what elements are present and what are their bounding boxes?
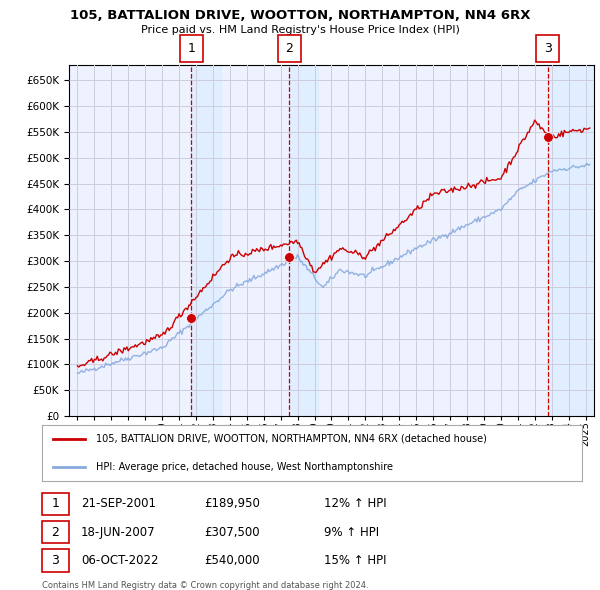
Text: 1: 1 <box>52 497 59 510</box>
Text: 105, BATTALION DRIVE, WOOTTON, NORTHAMPTON, NN4 6RX (detached house): 105, BATTALION DRIVE, WOOTTON, NORTHAMPT… <box>96 434 487 444</box>
Text: £307,500: £307,500 <box>204 526 260 539</box>
Bar <box>289 65 318 416</box>
Text: 15% ↑ HPI: 15% ↑ HPI <box>324 554 386 567</box>
Text: HPI: Average price, detached house, West Northamptonshire: HPI: Average price, detached house, West… <box>96 462 393 472</box>
Text: 1: 1 <box>188 42 196 55</box>
Text: £189,950: £189,950 <box>204 497 260 510</box>
Text: 21-SEP-2001: 21-SEP-2001 <box>81 497 156 510</box>
Text: £540,000: £540,000 <box>204 554 260 567</box>
Text: Contains HM Land Registry data © Crown copyright and database right 2024.: Contains HM Land Registry data © Crown c… <box>42 581 368 589</box>
Text: 3: 3 <box>544 42 551 55</box>
Bar <box>191 65 221 416</box>
Text: 06-OCT-2022: 06-OCT-2022 <box>81 554 158 567</box>
Text: 2: 2 <box>285 42 293 55</box>
Text: Price paid vs. HM Land Registry's House Price Index (HPI): Price paid vs. HM Land Registry's House … <box>140 25 460 35</box>
Text: 105, BATTALION DRIVE, WOOTTON, NORTHAMPTON, NN4 6RX: 105, BATTALION DRIVE, WOOTTON, NORTHAMPT… <box>70 9 530 22</box>
Bar <box>548 65 594 416</box>
Text: 12% ↑ HPI: 12% ↑ HPI <box>324 497 386 510</box>
Text: 18-JUN-2007: 18-JUN-2007 <box>81 526 155 539</box>
Text: 2: 2 <box>52 526 59 539</box>
Text: 3: 3 <box>52 554 59 567</box>
Text: 9% ↑ HPI: 9% ↑ HPI <box>324 526 379 539</box>
